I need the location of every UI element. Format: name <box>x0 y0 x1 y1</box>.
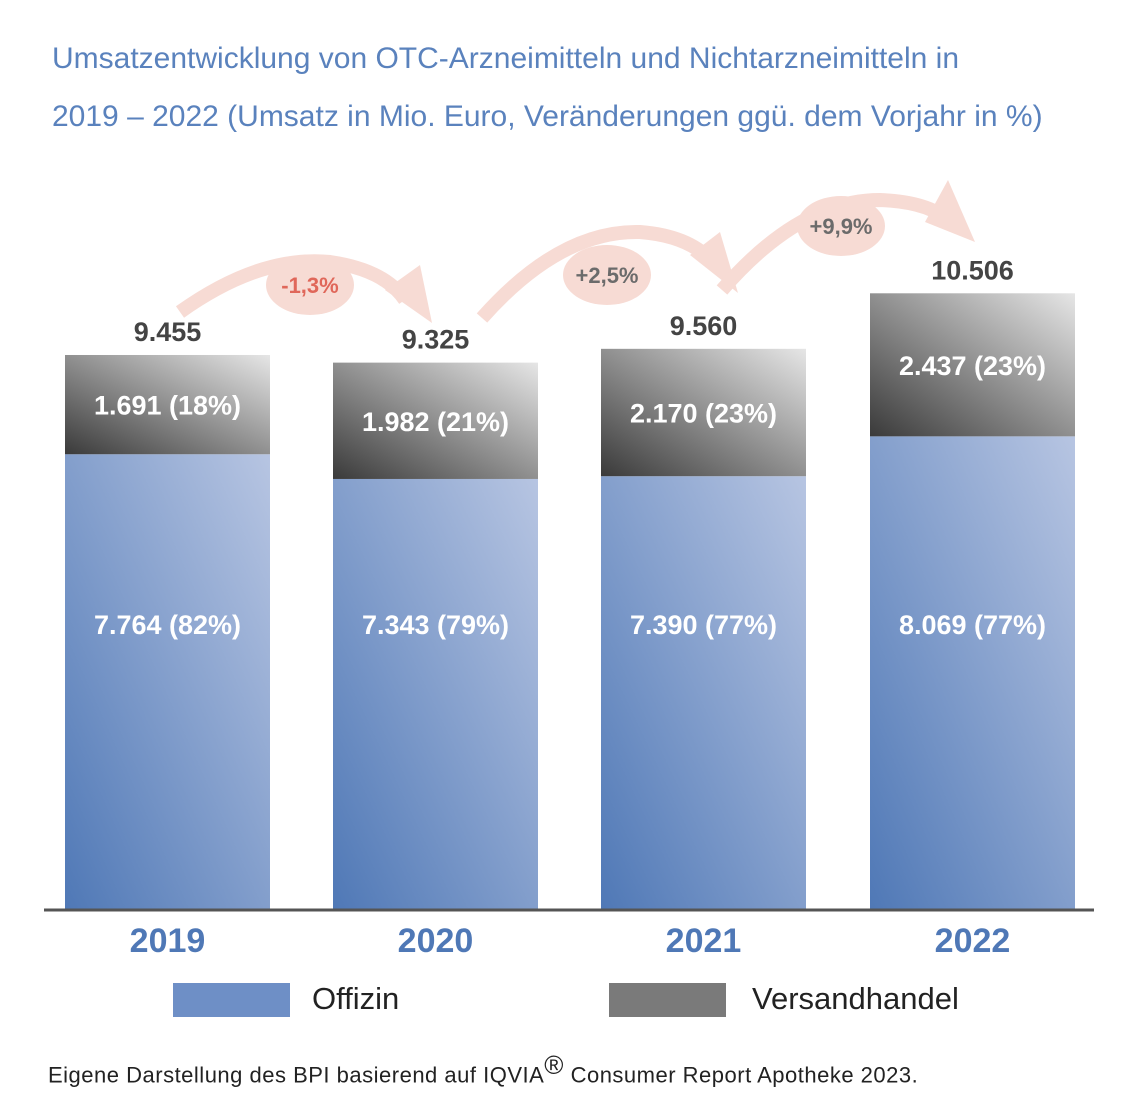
total-label-2022: 10.506 <box>931 255 1014 285</box>
change-bubble-3 <box>797 196 885 256</box>
change-bubble-1 <box>266 255 354 315</box>
source-text-end: Consumer Report Apotheke 2023. <box>563 1062 919 1088</box>
versandhandel-label-2021: 2.170 (23%) <box>630 399 777 429</box>
offizin-label-2020: 7.343 (79%) <box>362 610 509 640</box>
bar-versandhandel-2022 <box>870 293 1075 437</box>
x-tick-label-2021: 2021 <box>666 922 742 960</box>
legend-swatch-versandhandel <box>609 983 726 1017</box>
versandhandel-label-2022: 2.437 (23%) <box>899 351 1046 381</box>
chart-title-line2: 2019 – 2022 (Umsatz in Mio. Euro, Veränd… <box>52 100 1043 133</box>
bar-offizin-2022 <box>870 436 1075 910</box>
registered-mark: ® <box>544 1050 564 1080</box>
bar-offizin-2021 <box>601 476 806 910</box>
legend-swatch-offizin <box>173 983 290 1017</box>
x-tick-label-2022: 2022 <box>935 922 1011 960</box>
chart-title-line1: Umsatzentwicklung von OTC-Arzneimitteln … <box>52 42 960 75</box>
legend-label-versandhandel: Versandhandel <box>752 981 959 1016</box>
bar-versandhandel-2020 <box>333 362 538 479</box>
bar-versandhandel-2021 <box>601 348 806 477</box>
total-label-2021: 9.560 <box>670 311 738 341</box>
bar-offizin-2020 <box>333 478 538 910</box>
x-tick-label-2019: 2019 <box>130 922 206 960</box>
bar-versandhandel-2019 <box>65 354 270 455</box>
source-note: Eigene Darstellung des BPI basierend auf… <box>48 1050 918 1088</box>
total-label-2019: 9.455 <box>134 317 202 347</box>
plot-area: 9.455 1.691 (18%) 7.764 (82%) 2019 9.325 1.98… <box>44 180 1094 960</box>
source-text: Eigene Darstellung des BPI basierend auf… <box>48 1062 545 1088</box>
arrow-head-3 <box>925 180 975 242</box>
legend-label-offizin: Offizin <box>312 981 400 1016</box>
change-label-2: +2,5% <box>576 263 639 288</box>
bar-offizin-2019 <box>65 454 270 910</box>
offizin-label-2021: 7.390 (77%) <box>630 610 777 640</box>
offizin-label-2019: 7.764 (82%) <box>94 610 241 640</box>
offizin-label-2022: 8.069 (77%) <box>899 610 1046 640</box>
x-tick-label-2020: 2020 <box>398 922 474 960</box>
change-bubble-2 <box>563 245 651 305</box>
versandhandel-label-2020: 1.982 (21%) <box>362 407 509 437</box>
total-label-2020: 9.325 <box>402 325 470 355</box>
arrow-head-1 <box>385 265 432 323</box>
change-arrow-2 <box>476 224 718 323</box>
change-label-3: +9,9% <box>810 214 873 239</box>
change-label-1: -1,3% <box>281 273 338 298</box>
versandhandel-label-2019: 1.691 (18%) <box>94 391 241 421</box>
